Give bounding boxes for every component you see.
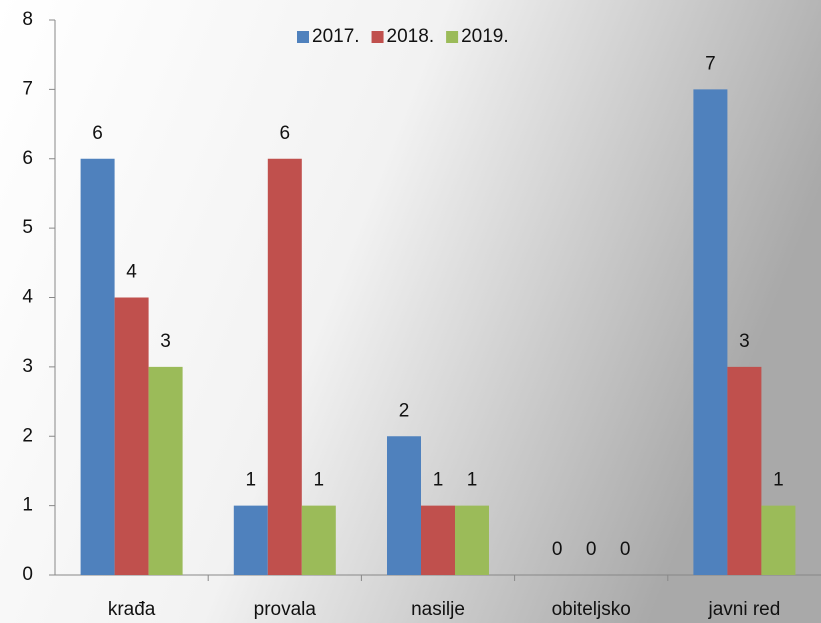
bar xyxy=(421,505,455,575)
data-label: 3 xyxy=(160,331,171,352)
data-label: 1 xyxy=(773,470,784,491)
x-tick-label: provala xyxy=(254,599,317,620)
data-label: 1 xyxy=(433,470,444,491)
bar xyxy=(761,505,796,575)
data-label: 6 xyxy=(280,123,291,144)
data-label: 6 xyxy=(92,123,103,144)
y-tick-label: 8 xyxy=(22,9,33,30)
data-label: 1 xyxy=(246,470,257,491)
x-tick-label: obiteljsko xyxy=(552,599,631,620)
x-tick-label: krađa xyxy=(108,599,156,620)
bar xyxy=(267,158,302,575)
bar xyxy=(301,505,336,575)
bar xyxy=(148,366,183,575)
legend-label: 2017. xyxy=(312,26,360,47)
bar xyxy=(114,297,149,575)
bar xyxy=(233,505,268,575)
data-label: 1 xyxy=(467,470,478,491)
y-tick-label: 2 xyxy=(22,425,33,446)
bar xyxy=(727,366,762,575)
data-label: 0 xyxy=(620,539,631,560)
data-label: 0 xyxy=(552,539,563,560)
bar xyxy=(455,505,489,575)
y-tick-label: 4 xyxy=(22,287,33,308)
x-tick-label: nasilje xyxy=(411,599,465,620)
data-label: 2 xyxy=(399,400,410,421)
bar xyxy=(693,89,728,575)
legend-label: 2019. xyxy=(461,26,509,47)
y-tick-label: 5 xyxy=(22,217,33,238)
y-tick-label: 0 xyxy=(22,564,33,585)
data-label: 3 xyxy=(739,331,750,352)
legend-label: 2018. xyxy=(387,26,435,47)
data-label: 1 xyxy=(314,470,325,491)
legend-swatch xyxy=(297,31,309,43)
y-tick-label: 3 xyxy=(22,356,33,377)
legend-swatch xyxy=(371,31,384,43)
data-label: 7 xyxy=(705,53,716,74)
data-label: 0 xyxy=(586,539,597,560)
data-label: 4 xyxy=(126,262,137,283)
y-tick-label: 1 xyxy=(22,495,33,516)
x-tick-label: javni red xyxy=(707,599,780,620)
y-tick-label: 7 xyxy=(22,78,33,99)
y-tick-label: 6 xyxy=(22,148,33,169)
bar xyxy=(387,436,421,575)
legend-swatch xyxy=(446,31,459,43)
bar xyxy=(80,158,115,575)
